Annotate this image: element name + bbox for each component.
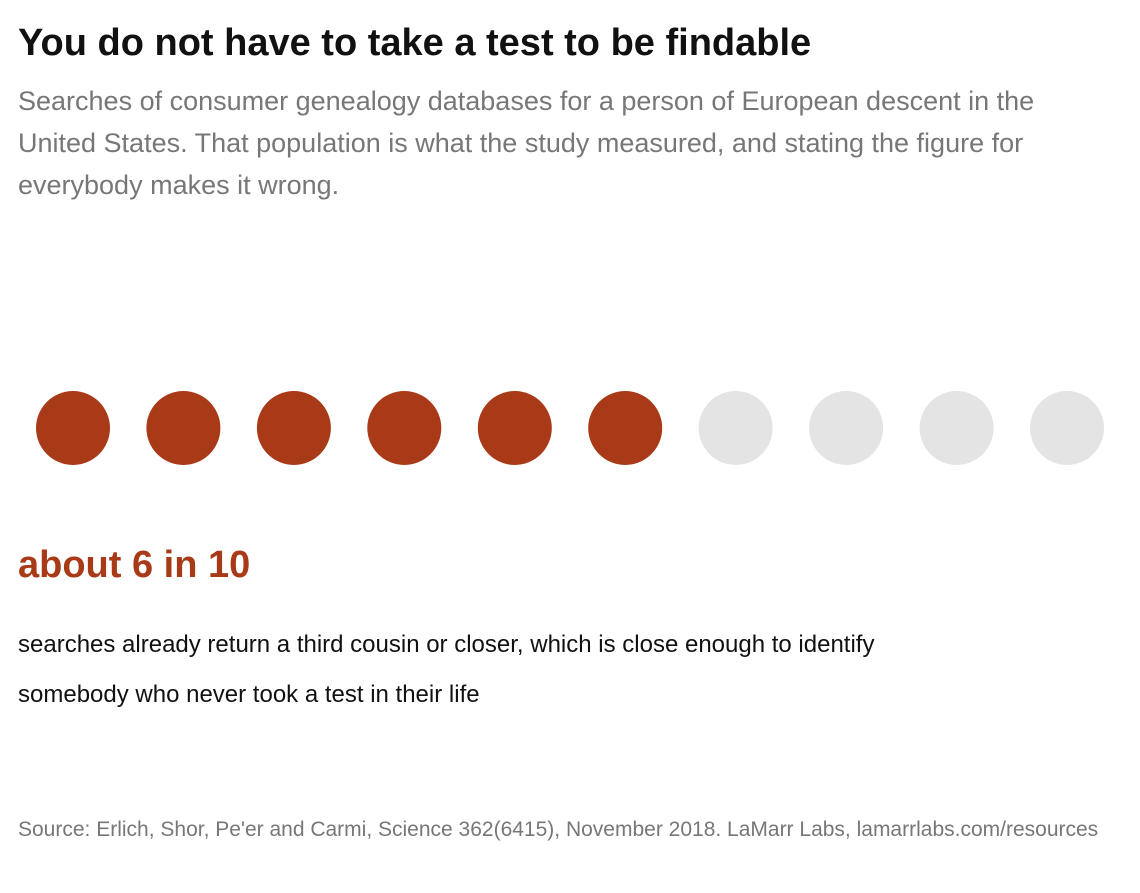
waffle-dot-empty (809, 391, 884, 465)
chart-subtitle: Searches of consumer genealogy databases… (18, 86, 1035, 200)
waffle-dot-empty (1030, 391, 1104, 465)
waffle-dot-filled (146, 391, 221, 465)
waffle-dot-empty (698, 391, 773, 465)
chart-title: You do not have to take a test to be fin… (18, 22, 812, 64)
headline-stat: about 6 in 10 (18, 544, 251, 586)
stat-description: searches already return a third cousin o… (18, 631, 875, 708)
waffle-dot-filled (588, 391, 663, 465)
waffle-dot-empty (919, 391, 994, 465)
waffle-dot-filled (367, 391, 442, 465)
waffle-dot-filled (36, 391, 110, 465)
waffle-dot-filled (477, 391, 552, 465)
source-note: Source: Erlich, Shor, Pe'er and Carmi, S… (18, 818, 1099, 841)
waffle-dot-filled (256, 391, 331, 465)
waffle-dot-row (36, 391, 1104, 465)
